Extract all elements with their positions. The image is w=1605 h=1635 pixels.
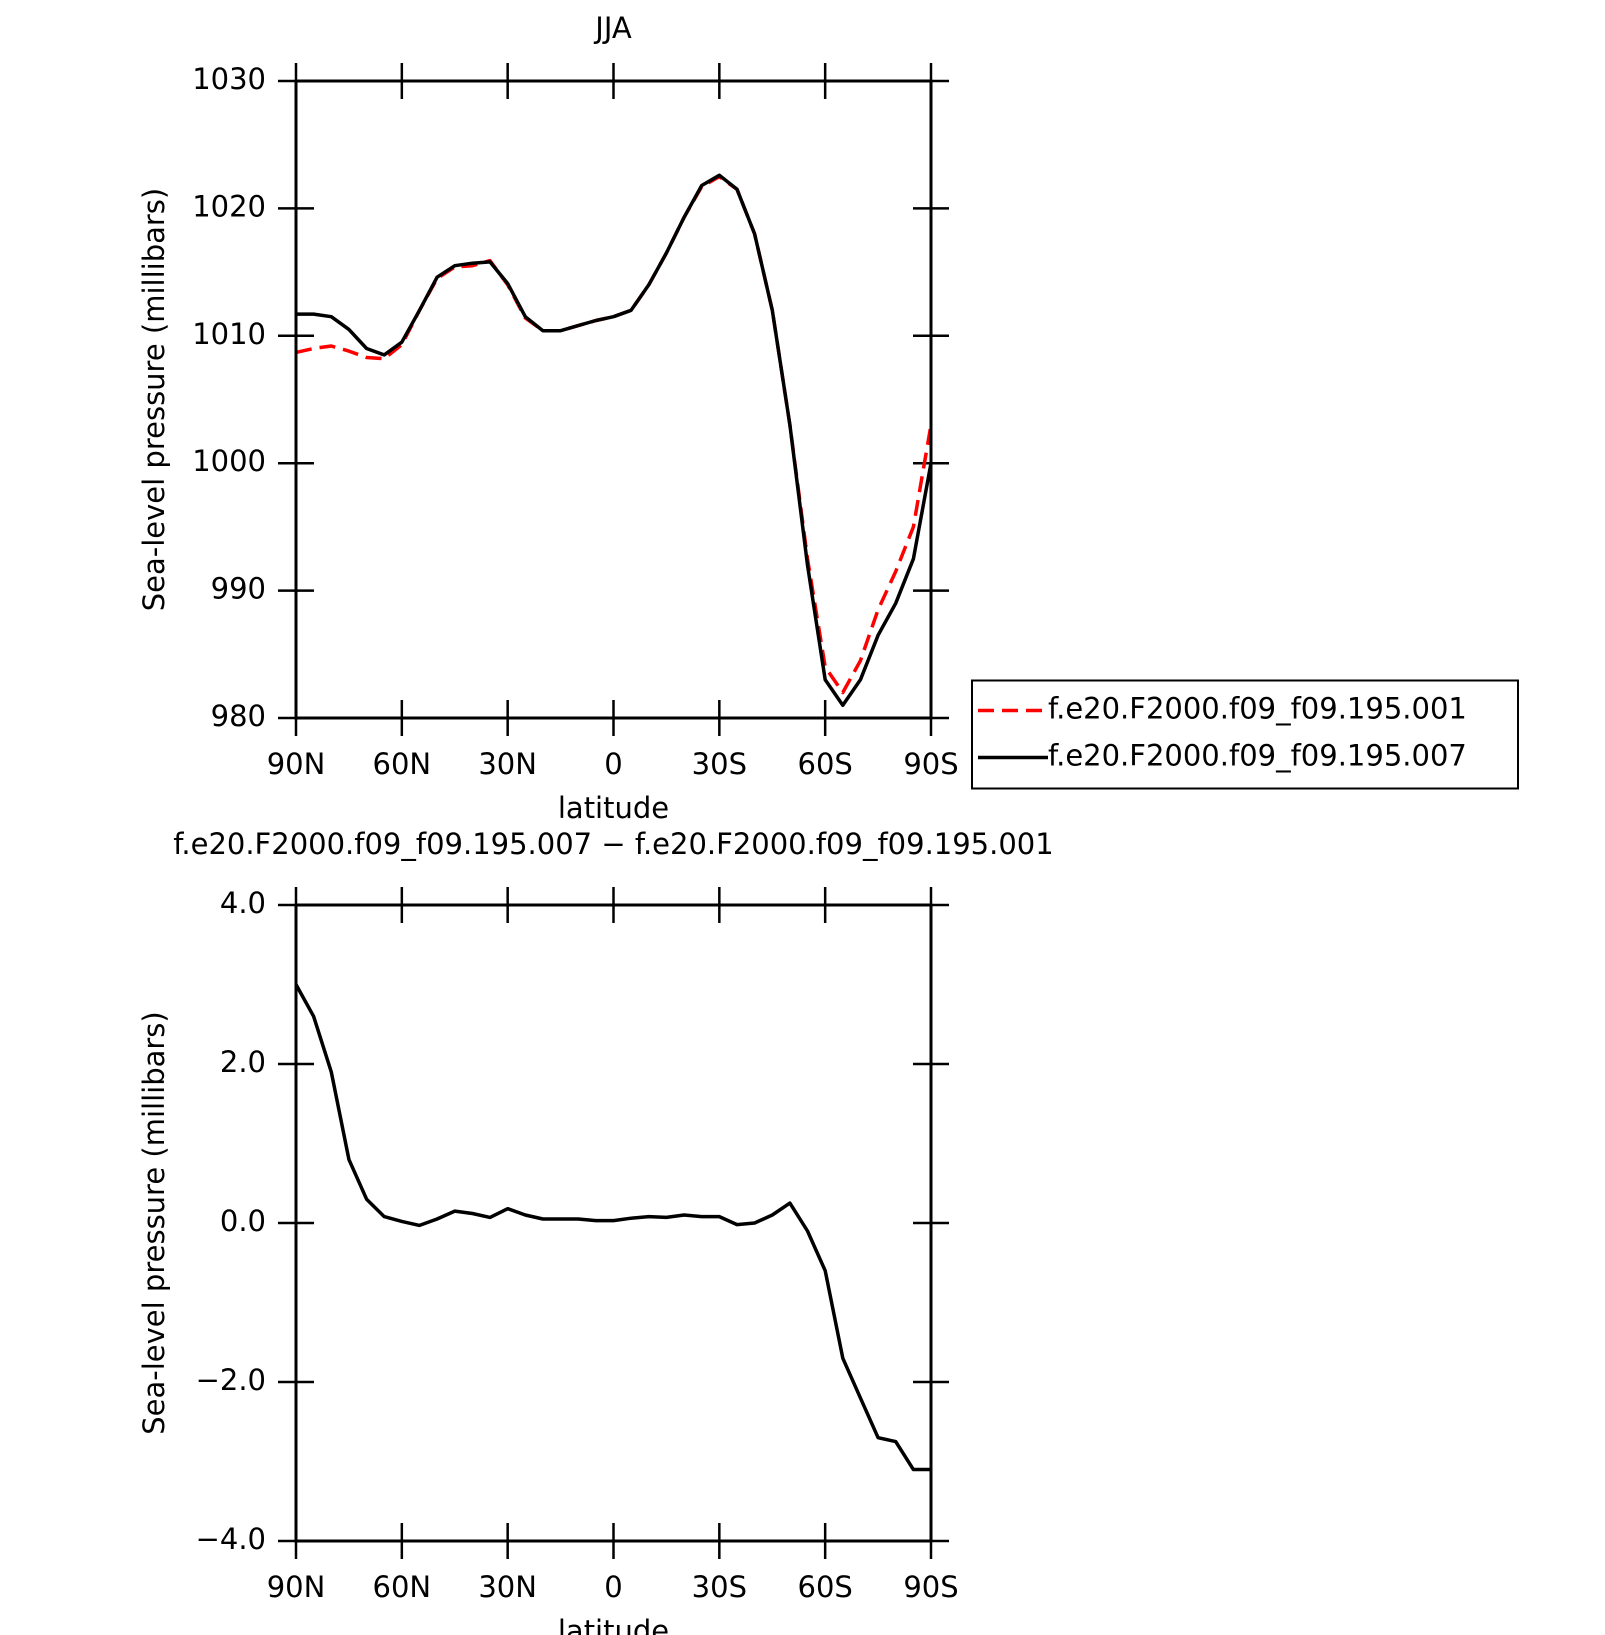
x-tick-label: 60S xyxy=(798,747,853,781)
chart-title: f.e20.F2000.f09_f09.195.007 − f.e20.F200… xyxy=(173,827,1053,861)
data-line xyxy=(296,173,933,708)
y-tick-label: 990 xyxy=(211,572,266,606)
x-tick-label: 90S xyxy=(903,747,958,781)
plot-frame xyxy=(294,79,933,720)
y-tick-label: −4.0 xyxy=(196,1522,266,1556)
chart-title: JJA xyxy=(593,11,632,45)
y-tick-label: 4.0 xyxy=(220,886,266,920)
x-tick-label: 30S xyxy=(692,1570,747,1604)
y-axis-label: Sea-level pressure (millibars) xyxy=(137,188,171,611)
x-tick-label: 60N xyxy=(373,1570,432,1604)
y-tick-label: 0.0 xyxy=(220,1204,266,1238)
x-tick-label: 0 xyxy=(604,747,622,781)
y-axis-label: Sea-level pressure (millibars) xyxy=(137,1011,171,1434)
x-tick-label: 30N xyxy=(478,1570,537,1604)
x-axis-label: latitude xyxy=(558,1614,669,1635)
legend-box xyxy=(971,679,1519,790)
data-line xyxy=(294,983,931,1472)
x-tick-label: 30S xyxy=(692,747,747,781)
x-tick-label: 90S xyxy=(903,1570,958,1604)
x-tick-label: 90N xyxy=(267,1570,326,1604)
plot-frame xyxy=(294,903,933,1543)
y-tick-label: 2.0 xyxy=(220,1045,266,1079)
y-tick-label: 1010 xyxy=(192,317,266,351)
y-tick-label: 1020 xyxy=(192,189,266,223)
x-tick-label: 90N xyxy=(267,747,326,781)
x-tick-label: 0 xyxy=(604,1570,622,1604)
legend-label: f.e20.F2000.f09_f09.195.007 xyxy=(1048,739,1467,773)
y-tick-label: 1030 xyxy=(192,62,266,96)
y-tick-label: −2.0 xyxy=(196,1363,266,1397)
x-tick-label: 30N xyxy=(478,747,537,781)
x-tick-label: 60N xyxy=(373,747,432,781)
legend-label: f.e20.F2000.f09_f09.195.001 xyxy=(1048,692,1467,726)
x-axis-label: latitude xyxy=(558,791,669,825)
y-tick-label: 980 xyxy=(211,699,266,733)
data-line xyxy=(295,174,933,695)
x-tick-label: 60S xyxy=(798,1570,853,1604)
y-tick-label: 1000 xyxy=(192,444,266,478)
